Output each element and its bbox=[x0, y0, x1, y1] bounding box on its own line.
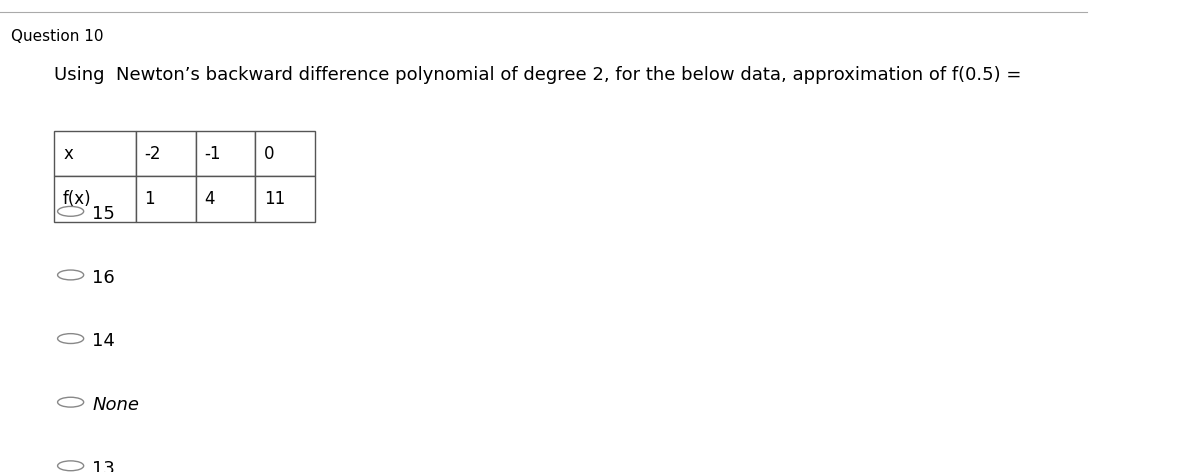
Text: 15: 15 bbox=[92, 205, 115, 223]
Text: 0: 0 bbox=[264, 145, 274, 163]
Bar bbox=[195, 177, 256, 222]
Text: 11: 11 bbox=[264, 190, 285, 208]
Bar bbox=[256, 177, 315, 222]
Text: 13: 13 bbox=[92, 460, 115, 472]
Bar bbox=[54, 177, 136, 222]
Text: Using  Newton’s backward difference polynomial of degree 2, for the below data, : Using Newton’s backward difference polyn… bbox=[54, 66, 1022, 84]
Circle shape bbox=[58, 334, 84, 344]
Bar bbox=[195, 131, 256, 177]
Circle shape bbox=[58, 461, 84, 471]
Text: None: None bbox=[92, 396, 140, 414]
Text: Question 10: Question 10 bbox=[11, 29, 103, 44]
Circle shape bbox=[58, 270, 84, 280]
Circle shape bbox=[58, 206, 84, 216]
Text: 14: 14 bbox=[92, 332, 115, 350]
Text: -1: -1 bbox=[205, 145, 221, 163]
Text: f(x): f(x) bbox=[63, 190, 91, 208]
Circle shape bbox=[58, 397, 84, 407]
Text: -2: -2 bbox=[144, 145, 161, 163]
Bar bbox=[136, 131, 195, 177]
Bar bbox=[136, 177, 195, 222]
Text: 1: 1 bbox=[144, 190, 155, 208]
Text: 4: 4 bbox=[205, 190, 215, 208]
Text: 16: 16 bbox=[92, 269, 115, 287]
Bar bbox=[54, 131, 136, 177]
Bar bbox=[256, 131, 315, 177]
Text: x: x bbox=[63, 145, 73, 163]
